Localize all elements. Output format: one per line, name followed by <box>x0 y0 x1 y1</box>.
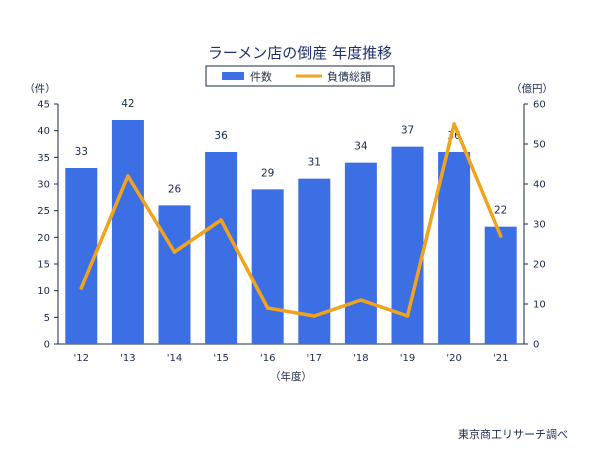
x-tick-label: '15 <box>213 353 228 364</box>
debt-line-point <box>126 174 130 178</box>
y-right-unit-label: （億円） <box>511 82 553 95</box>
bar-data-label: 42 <box>121 98 134 110</box>
bar-data-label: 26 <box>168 183 182 195</box>
y-left-tick-label: 35 <box>37 153 50 164</box>
bar <box>111 120 144 344</box>
source-note: 東京商工リサーチ調べ <box>458 427 568 441</box>
debt-line-point <box>498 234 503 238</box>
bar-data-label: 33 <box>75 146 88 158</box>
debt-line-point <box>79 286 84 290</box>
y-right-ticks: 0 10 20 30 40 50 60 <box>524 100 546 351</box>
y-left-tick-label: 45 <box>37 100 50 111</box>
bar <box>344 162 377 344</box>
y-left-tick-label: 25 <box>37 206 50 217</box>
bar <box>65 168 98 344</box>
bar-data-label: 31 <box>308 157 321 169</box>
bar-data-label: 22 <box>494 205 507 217</box>
debt-line-point <box>359 298 363 302</box>
x-tick-label: '12 <box>74 353 89 364</box>
bar-data-label: 36 <box>214 130 228 142</box>
legend-label-debt: 負債総額 <box>327 70 371 84</box>
x-tick-label: '19 <box>400 353 415 364</box>
y-left-tick-label: 20 <box>37 233 50 244</box>
y-left-tick-label: 0 <box>44 340 50 351</box>
debt-line <box>79 122 503 318</box>
y-right-tick-label: 0 <box>533 340 539 351</box>
legend-bar-swatch <box>222 72 244 80</box>
debt-line-point <box>452 122 456 126</box>
debt-line-point <box>312 314 317 318</box>
y-right-tick-label: 30 <box>533 220 546 231</box>
y-left-ticks: 0 5 10 15 20 25 30 35 40 45 <box>37 100 58 351</box>
bar <box>158 205 191 344</box>
x-axis-label: （年度） <box>270 370 312 383</box>
line-series <box>79 122 503 318</box>
y-right-tick-label: 50 <box>533 140 546 151</box>
chart-title: ラーメン店の倒産 年度推移 <box>208 44 392 62</box>
x-tick-label: '17 <box>307 353 322 364</box>
bar <box>205 152 238 344</box>
bar <box>484 226 517 344</box>
y-right-tick-label: 60 <box>533 100 546 111</box>
bar-data-label: 34 <box>354 141 368 153</box>
y-right-tick-label: 10 <box>533 300 546 311</box>
legend-label-count: 件数 <box>250 71 272 84</box>
y-left-tick-label: 15 <box>37 260 50 271</box>
y-left-unit-label: （件） <box>24 83 56 95</box>
y-right-tick-label: 40 <box>533 180 546 191</box>
x-tick-label: '18 <box>353 353 368 364</box>
bar <box>251 189 284 344</box>
bar-data-label: 29 <box>261 167 274 179</box>
y-left-tick-label: 30 <box>37 180 50 191</box>
debt-line-point <box>405 314 410 318</box>
x-ticks: '12 '13 '14 '15 '16 '17 '18 '19 '20 '21 <box>74 353 509 364</box>
x-tick-label: '21 <box>493 353 508 364</box>
x-tick-label: '16 <box>260 353 275 364</box>
y-left-tick-label: 5 <box>44 313 50 324</box>
x-tick-label: '20 <box>446 353 461 364</box>
x-tick-label: '13 <box>120 353 135 364</box>
debt-line-point <box>219 218 223 222</box>
bar <box>298 178 331 344</box>
debt-line-point <box>172 250 177 254</box>
bar-data-label: 37 <box>401 125 414 137</box>
y-right-tick-label: 20 <box>533 260 546 271</box>
y-left-tick-label: 40 <box>37 126 50 137</box>
y-left-tick-label: 10 <box>37 286 50 297</box>
debt-line-point <box>265 306 270 310</box>
x-tick-label: '14 <box>167 353 182 364</box>
bar <box>438 152 471 344</box>
legend: 件数 負債総額 <box>205 65 395 87</box>
